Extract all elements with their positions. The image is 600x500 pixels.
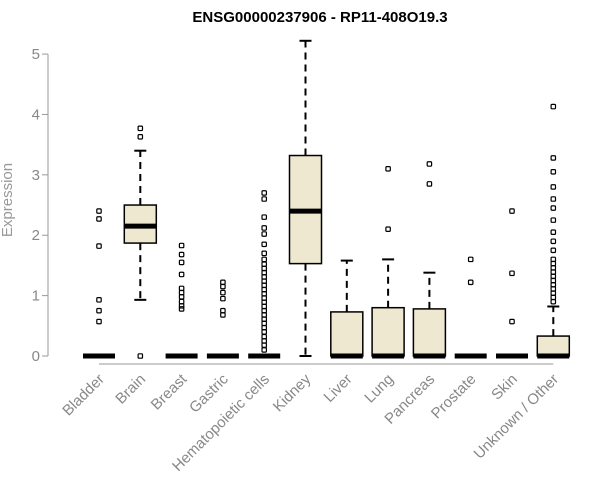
outlier-point	[96, 208, 102, 214]
box-liver	[330, 259, 364, 359]
outlier-point	[550, 169, 557, 175]
outlier-point	[509, 270, 515, 277]
y-tick-label-2: 2	[32, 227, 40, 244]
outlier-point	[178, 242, 185, 249]
y-tick-label-4: 4	[32, 106, 40, 123]
box-body	[536, 335, 571, 357]
outlier-point	[261, 214, 268, 220]
box-lung	[371, 166, 405, 359]
outlier-point	[509, 318, 515, 325]
x-tick-label: Kidney	[270, 370, 315, 415]
outlier-point	[550, 196, 557, 202]
box-unknown-other	[536, 103, 571, 359]
box-prostate	[454, 256, 487, 359]
outlier-point	[261, 190, 268, 196]
outlier-point	[550, 217, 557, 223]
outlier-point	[261, 225, 268, 231]
outlier-point	[96, 297, 102, 303]
outlier-point	[178, 271, 185, 278]
outlier-point	[261, 196, 268, 202]
outlier-point	[178, 251, 185, 258]
outlier-point	[509, 208, 515, 214]
boxes	[83, 39, 571, 359]
y-tick-label-1: 1	[32, 288, 40, 305]
y-tick-label-0: 0	[32, 348, 40, 365]
y-axis-label: Expression	[0, 163, 16, 237]
x-tick-label: Bladder	[59, 371, 108, 420]
outlier-point	[96, 243, 102, 249]
outlier-point	[220, 295, 226, 302]
outlier-point	[261, 256, 268, 263]
box-skin	[496, 208, 528, 359]
outlier-point	[261, 241, 268, 248]
outlier-point	[467, 279, 474, 286]
box-brain	[123, 125, 158, 359]
outlier-point	[385, 166, 391, 172]
outlier-point	[178, 306, 185, 312]
box-pancreas	[412, 161, 447, 359]
box-breast	[165, 242, 198, 359]
outlier-point	[220, 307, 226, 314]
x-tick-label: Breast	[148, 370, 191, 413]
outlier-point	[261, 250, 268, 257]
outlier-point	[137, 134, 144, 140]
outlier-point	[178, 285, 185, 292]
outlier-point	[550, 238, 557, 245]
outlier-point	[385, 226, 391, 232]
y-tick-label-3: 3	[32, 167, 40, 184]
x-tick-label: Skin	[488, 371, 521, 404]
outlier-point	[220, 289, 226, 296]
box-gastric	[206, 279, 239, 359]
axes: 0 1 2 3 4 5	[32, 46, 554, 365]
outlier-point	[220, 279, 226, 286]
box-body	[371, 306, 405, 357]
outlier-point	[137, 353, 144, 359]
box-body	[412, 308, 447, 357]
outlier-point	[550, 229, 557, 236]
x-tick-label: Prostate	[428, 371, 480, 423]
x-tick-label: Lung	[361, 371, 397, 407]
box-bladder	[83, 208, 115, 359]
outlier-point	[426, 181, 433, 187]
outlier-point	[261, 347, 268, 353]
outlier-point	[96, 216, 102, 222]
outlier-point	[137, 125, 144, 132]
outlier-point	[550, 256, 557, 263]
outlier-point	[261, 231, 268, 237]
outlier-point	[550, 247, 557, 254]
outlier-point	[178, 259, 185, 266]
outlier-point	[96, 318, 102, 325]
box-kidney	[288, 39, 323, 357]
outlier-point	[467, 256, 474, 263]
box-body	[330, 311, 364, 357]
outlier-point	[550, 103, 557, 110]
x-tick-label: Liver	[321, 371, 356, 406]
y-tick-label-5: 5	[32, 46, 40, 63]
outlier-point	[550, 205, 557, 211]
box-hematopoietic-cells	[248, 190, 281, 359]
outlier-point	[550, 184, 557, 190]
outlier-point	[550, 155, 557, 161]
outlier-point	[96, 307, 102, 314]
chart-title: ENSG00000237906 - RP11-408O19.3	[192, 9, 447, 26]
outlier-point	[426, 161, 433, 167]
x-tick-label: Brain	[112, 371, 149, 408]
